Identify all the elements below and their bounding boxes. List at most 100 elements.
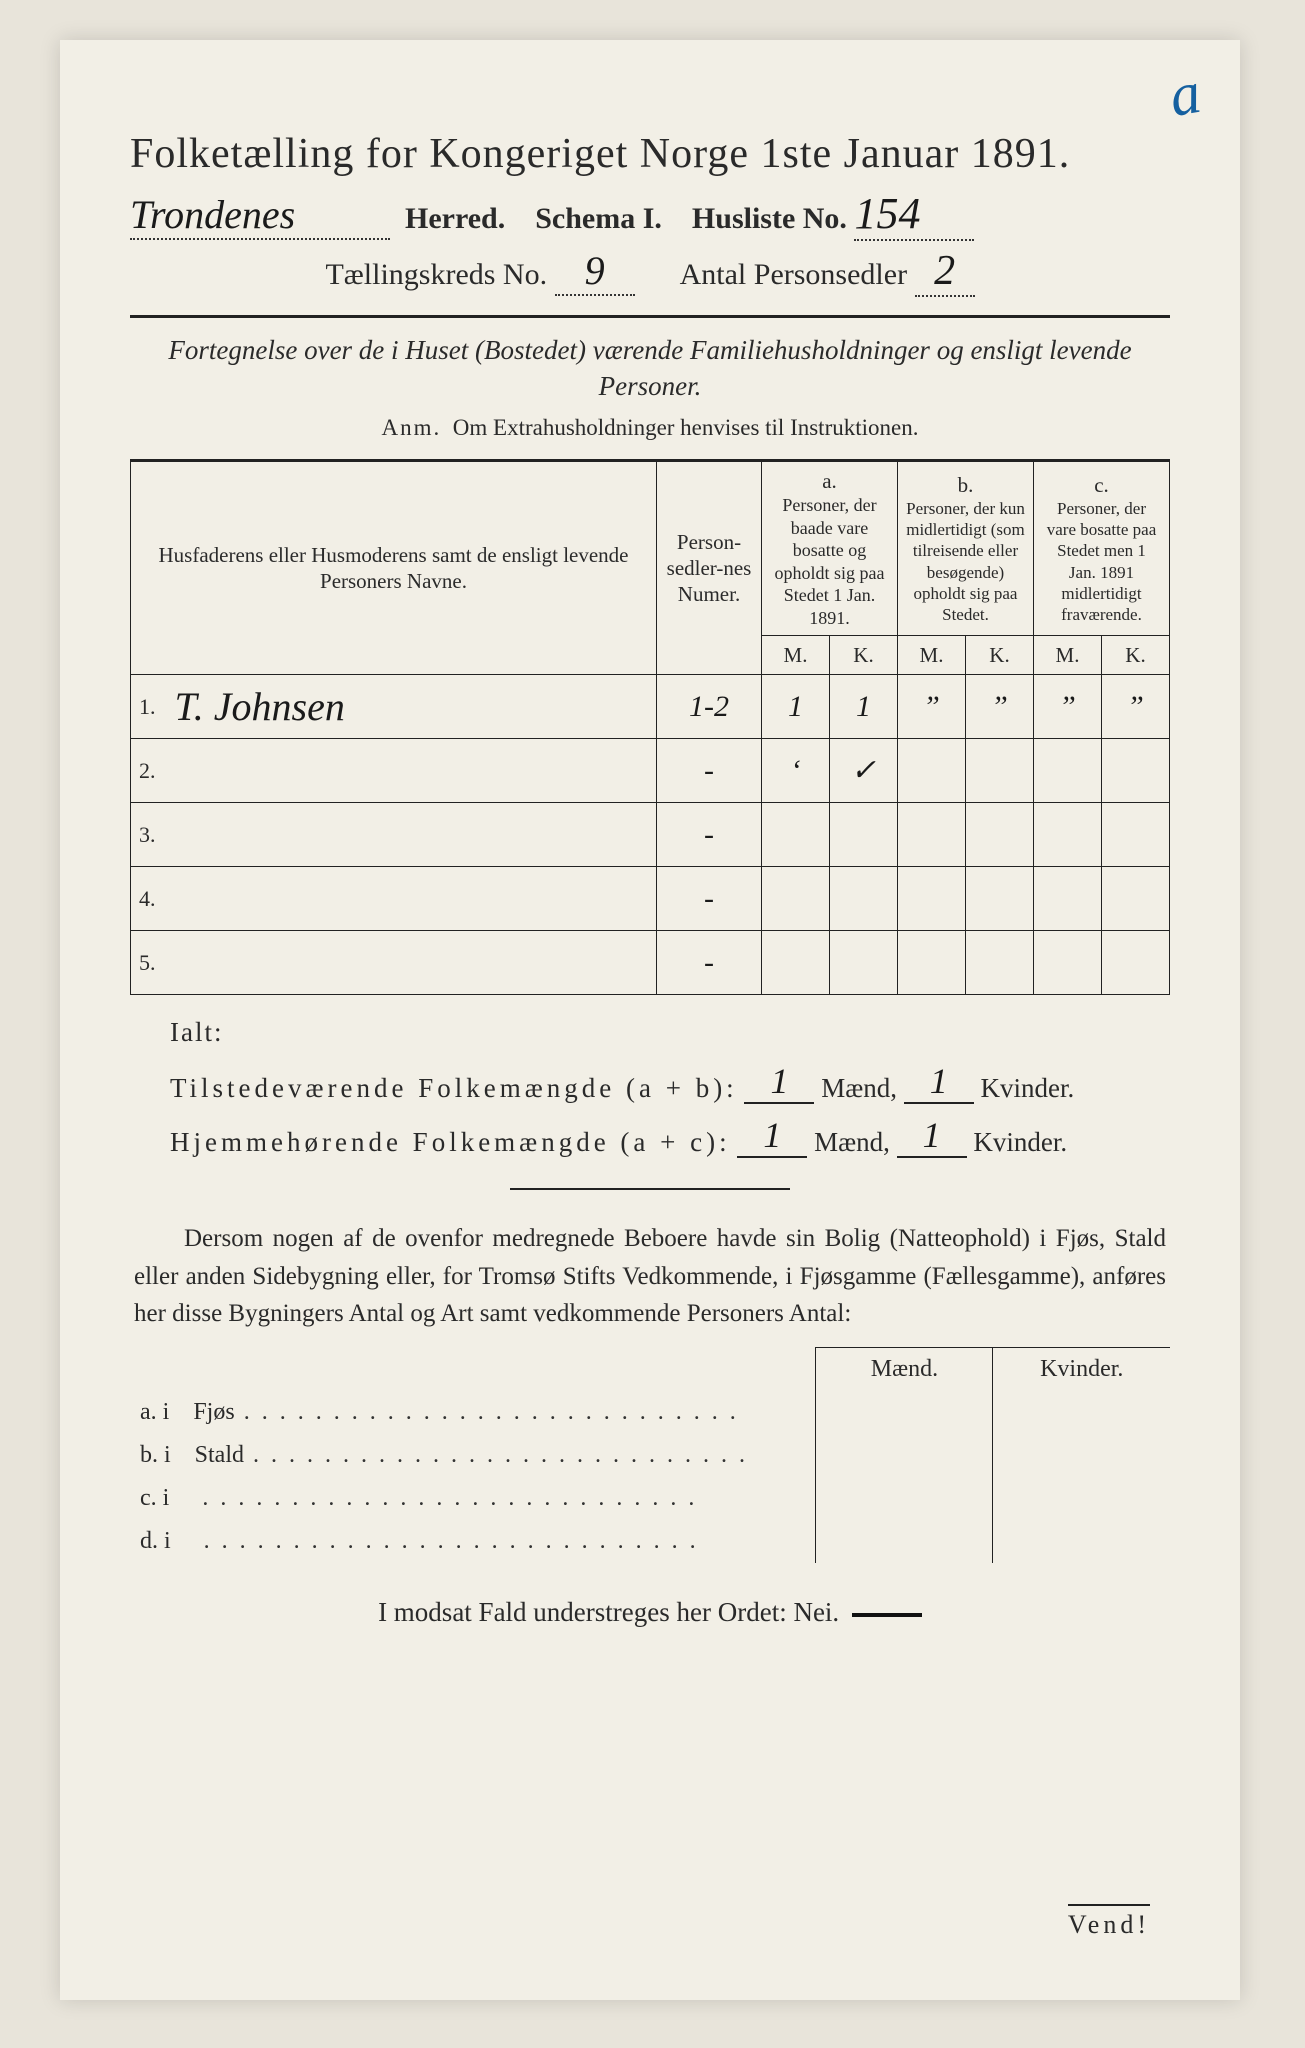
table-row: 5.- [131, 931, 1170, 995]
col-header-name-text: Husfaderens eller Husmoderens samt de en… [158, 543, 628, 593]
num-cell: - [657, 803, 762, 867]
form-subtitle: Fortegnelse over de i Huset (Bostedet) v… [130, 332, 1170, 405]
resident-label: Hjemmehørende Folkemængde (a + c): [170, 1127, 731, 1157]
anm-text: Om Extrahusholdninger henvises til Instr… [453, 415, 919, 440]
col-a-text: Personer, der baade vare bosatte og opho… [770, 494, 889, 629]
col-header-num: Person-sedler-nes Numer. [657, 460, 762, 675]
col-c-m: M. [1034, 636, 1102, 675]
vend-label: Vend! [1068, 1904, 1150, 1940]
bldg-label-cell: a. i Fjøs . . . . . . . . . . . . . . . … [130, 1391, 816, 1434]
a-k-cell: ✓ [830, 739, 898, 803]
b-k-cell [966, 803, 1034, 867]
table-row: 2.-‘✓ [131, 739, 1170, 803]
c-m-cell [1034, 931, 1102, 995]
col-c-label: c. [1042, 472, 1161, 498]
bldg-m-cell [816, 1391, 993, 1434]
totals-block: Ialt: Tilstedeværende Folkemængde (a + b… [170, 1017, 1170, 1158]
herred-label: Herred. [405, 202, 505, 235]
b-k-cell: ” [966, 675, 1034, 739]
name-cell [167, 867, 657, 931]
bldg-row: d. i . . . . . . . . . . . . . . . . . .… [130, 1520, 1170, 1563]
divider-2 [510, 1188, 790, 1190]
bldg-m-cell [816, 1434, 993, 1477]
col-b-m: M. [898, 636, 966, 675]
anm-line: Anm. Om Extrahusholdninger henvises til … [130, 415, 1170, 441]
c-k-cell [1102, 739, 1170, 803]
nei-line: I modsat Fald understreges her Ordet: Ne… [130, 1597, 1170, 1628]
a-m-cell [762, 867, 830, 931]
totals-row-resident: Hjemmehørende Folkemængde (a + c): 1 Mæn… [170, 1114, 1170, 1158]
b-m-cell [898, 931, 966, 995]
name-cell [167, 739, 657, 803]
divider-1 [130, 315, 1170, 318]
b-k-cell [966, 739, 1034, 803]
num-cell: - [657, 867, 762, 931]
col-a-m: M. [762, 636, 830, 675]
nei-text: I modsat Fald understreges her Ordet: Ne… [378, 1597, 839, 1627]
husliste-value: 154 [854, 188, 974, 241]
maend-label-1: Mænd, [821, 1073, 897, 1103]
a-k-cell [830, 931, 898, 995]
kvinder-label-2: Kvinder. [973, 1127, 1067, 1157]
b-k-cell [966, 931, 1034, 995]
form-title: Folketælling for Kongeriget Norge 1ste J… [130, 130, 1170, 178]
kreds-value: 9 [555, 247, 635, 296]
present-k-value: 1 [904, 1060, 974, 1104]
bldg-k-cell [993, 1391, 1170, 1434]
bldg-label-cell: d. i . . . . . . . . . . . . . . . . . .… [130, 1520, 816, 1563]
resident-m-value: 1 [737, 1114, 807, 1158]
bldg-k-cell [993, 1477, 1170, 1520]
num-cell: 1-2 [657, 675, 762, 739]
bldg-m-cell [816, 1477, 993, 1520]
c-k-cell [1102, 931, 1170, 995]
a-m-cell: ‘ [762, 739, 830, 803]
b-m-cell [898, 867, 966, 931]
bldg-k-cell [993, 1520, 1170, 1563]
b-m-cell [898, 803, 966, 867]
a-k-cell: 1 [830, 675, 898, 739]
c-m-cell [1034, 867, 1102, 931]
a-k-cell [830, 867, 898, 931]
col-b-text: Personer, der kun midlertidigt (som tilr… [906, 498, 1025, 626]
bldg-maend-header: Mænd. [816, 1347, 993, 1391]
ialt-label: Ialt: [170, 1017, 1170, 1048]
maend-label-2: Mænd, [814, 1127, 890, 1157]
kreds-label: Tællingskreds No. [325, 258, 547, 291]
c-m-cell [1034, 803, 1102, 867]
c-m-cell [1034, 739, 1102, 803]
nei-underscore [852, 1613, 922, 1617]
c-m-cell: ” [1034, 675, 1102, 739]
corner-annotation: a [1164, 58, 1206, 131]
sedler-value: 2 [915, 247, 975, 297]
household-table: Husfaderens eller Husmoderens samt de en… [130, 459, 1170, 996]
present-label: Tilstedeværende Folkemængde (a + b): [170, 1073, 738, 1103]
table-row: 1.T. Johnsen1-211”””” [131, 675, 1170, 739]
bldg-k-cell [993, 1434, 1170, 1477]
herred-value: Trondenes [130, 191, 390, 240]
table-row: 4.- [131, 867, 1170, 931]
a-m-cell [762, 803, 830, 867]
c-k-cell: ” [1102, 675, 1170, 739]
bldg-label-cell: b. i Stald . . . . . . . . . . . . . . .… [130, 1434, 816, 1477]
bldg-m-cell [816, 1520, 993, 1563]
sedler-label: Antal Personsedler [680, 258, 907, 291]
col-header-c: c. Personer, der vare bosatte paa Stedet… [1034, 460, 1170, 635]
bldg-kvinder-header: Kvinder. [993, 1347, 1170, 1391]
col-header-a: a. Personer, der baade vare bosatte og o… [762, 460, 898, 635]
col-header-name: Husfaderens eller Husmoderens samt de en… [131, 460, 657, 675]
col-a-k: K. [830, 636, 898, 675]
a-k-cell [830, 803, 898, 867]
b-m-cell [898, 739, 966, 803]
a-m-cell: 1 [762, 675, 830, 739]
col-header-b: b. Personer, der kun midlertidigt (som t… [898, 460, 1034, 635]
b-m-cell: ” [898, 675, 966, 739]
table-row: 3.- [131, 803, 1170, 867]
a-m-cell [762, 931, 830, 995]
col-a-label: a. [770, 468, 889, 494]
row-number: 1. [131, 675, 167, 739]
bldg-row: c. i . . . . . . . . . . . . . . . . . .… [130, 1477, 1170, 1520]
totals-row-present: Tilstedeværende Folkemængde (a + b): 1 M… [170, 1060, 1170, 1104]
col-b-label: b. [906, 472, 1025, 498]
bldg-label-cell: c. i . . . . . . . . . . . . . . . . . .… [130, 1477, 816, 1520]
bldg-row: a. i Fjøs . . . . . . . . . . . . . . . … [130, 1391, 1170, 1434]
